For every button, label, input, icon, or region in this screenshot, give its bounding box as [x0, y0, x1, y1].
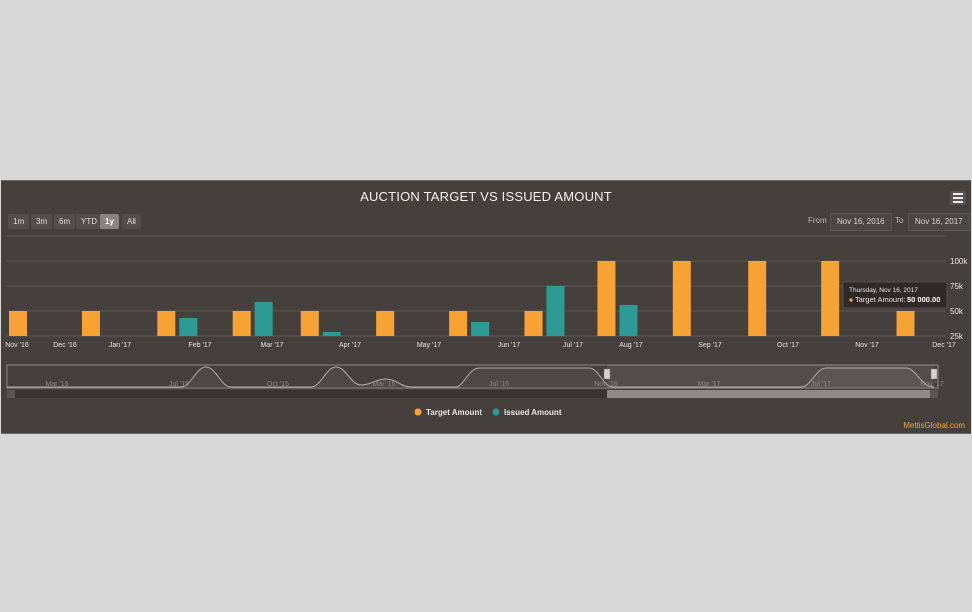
target-bar	[449, 311, 468, 336]
range-button-6m[interactable]: 6m	[54, 214, 76, 229]
range-button-3m[interactable]: 3m	[31, 214, 53, 229]
target-bar	[9, 311, 27, 336]
to-date-input[interactable]: Nov 16, 2017	[908, 213, 970, 231]
target-bar	[597, 261, 616, 336]
scrollbar-thumb[interactable]	[607, 390, 934, 398]
from-label: From	[808, 216, 827, 225]
y-tick-label: 50k	[950, 307, 964, 316]
issued-bar	[546, 286, 565, 336]
chart-svg: Nov '16 Dec '16 Jan '17 Feb '17 Mar '17 Apr '…	[5, 235, 968, 417]
target-bar	[81, 311, 100, 336]
navigator-tick-label: Nov '17	[920, 381, 944, 388]
y-tick-label: 100k	[950, 257, 968, 266]
navigator-tick-label: Mar '15	[45, 381, 68, 388]
from-date-input[interactable]: Nov 16, 2016	[830, 213, 892, 231]
range-button-1m[interactable]: 1m	[8, 214, 30, 229]
navigator-tick-label: Jul '15	[169, 381, 189, 388]
x-tick-label: Sep '17	[698, 342, 722, 349]
y-tick-label: 25k	[950, 332, 964, 341]
tooltip-date: Thursday, Nov 16, 2017	[849, 287, 918, 294]
legend-target-label[interactable]: Target Amount	[426, 408, 482, 417]
tooltip-marker	[849, 298, 853, 302]
scrollbar-track[interactable]	[7, 390, 938, 398]
y-tick-label: 75k	[950, 282, 964, 291]
chart-panel: AUCTION TARGET VS ISSUED AMOUNT 1m 3m 6m…	[1, 180, 971, 434]
navigator-tick-label: Jul '17	[811, 381, 831, 388]
tooltip-box	[842, 281, 948, 309]
issued-bar	[619, 305, 638, 336]
navigator-tick-label: Mar '16	[372, 381, 395, 388]
target-bar	[748, 261, 767, 336]
navigator-tick-label: Jul '16	[489, 381, 509, 388]
x-tick-label: Feb '17	[188, 342, 211, 349]
to-label: To	[895, 216, 904, 225]
range-button-all[interactable]: All	[122, 214, 141, 229]
x-tick-label: Nov '17	[855, 342, 879, 349]
x-tick-label: May '17	[417, 342, 441, 349]
legend-target-marker[interactable]	[414, 408, 422, 416]
navigator-tick-label: Mar '17	[697, 381, 720, 388]
tooltip-series-label: Target Amount:	[855, 295, 905, 304]
navigator-frame	[6, 364, 939, 389]
tooltip-value: 50 000.00	[907, 295, 940, 304]
legend-issued-marker[interactable]	[492, 408, 500, 416]
watermark-link[interactable]: MettisGlobal.com	[903, 421, 965, 430]
target-bar	[376, 311, 395, 336]
navigator-tick-label: Nov '16	[594, 381, 618, 388]
scrollbar-right-arrow[interactable]	[930, 390, 938, 398]
issued-bar	[471, 322, 490, 336]
x-tick-label: Mar '17	[260, 342, 283, 349]
x-tick-label: Oct '17	[777, 342, 799, 349]
x-tick-label: Jun '17	[498, 342, 520, 349]
target-bar	[896, 311, 915, 336]
target-bar	[300, 311, 319, 336]
navigator-tick-label: Oct '15	[267, 381, 289, 388]
chart-title: AUCTION TARGET VS ISSUED AMOUNT	[360, 189, 612, 204]
target-bar	[821, 261, 840, 336]
issued-bar	[254, 302, 273, 336]
x-tick-label: Dec '17	[932, 342, 956, 349]
x-tick-label: Jan '17	[109, 342, 131, 349]
target-bar	[157, 311, 176, 336]
x-tick-label: Aug '17	[619, 342, 643, 349]
range-button-1y[interactable]: 1y	[100, 214, 119, 229]
x-tick-label: Apr '17	[339, 342, 361, 349]
navigator-series-line	[7, 366, 935, 388]
target-bar	[232, 311, 251, 336]
menu-icon[interactable]	[950, 191, 966, 205]
x-tick-label: Jul '17	[563, 342, 583, 349]
range-button-ytd[interactable]: YTD	[76, 214, 102, 229]
target-bar	[524, 311, 543, 336]
issued-bar	[322, 332, 341, 336]
target-bar	[672, 261, 691, 336]
x-tick-label: Nov '16	[5, 342, 29, 349]
legend-issued-label[interactable]: Issued Amount	[504, 408, 562, 417]
navigator-left-handle[interactable]	[603, 368, 611, 380]
navigator-selection	[607, 365, 934, 388]
issued-bar	[179, 318, 198, 336]
navigator-right-handle[interactable]	[930, 368, 938, 380]
x-tick-label: Dec '16	[53, 342, 77, 349]
scrollbar-left-arrow[interactable]	[7, 390, 15, 398]
